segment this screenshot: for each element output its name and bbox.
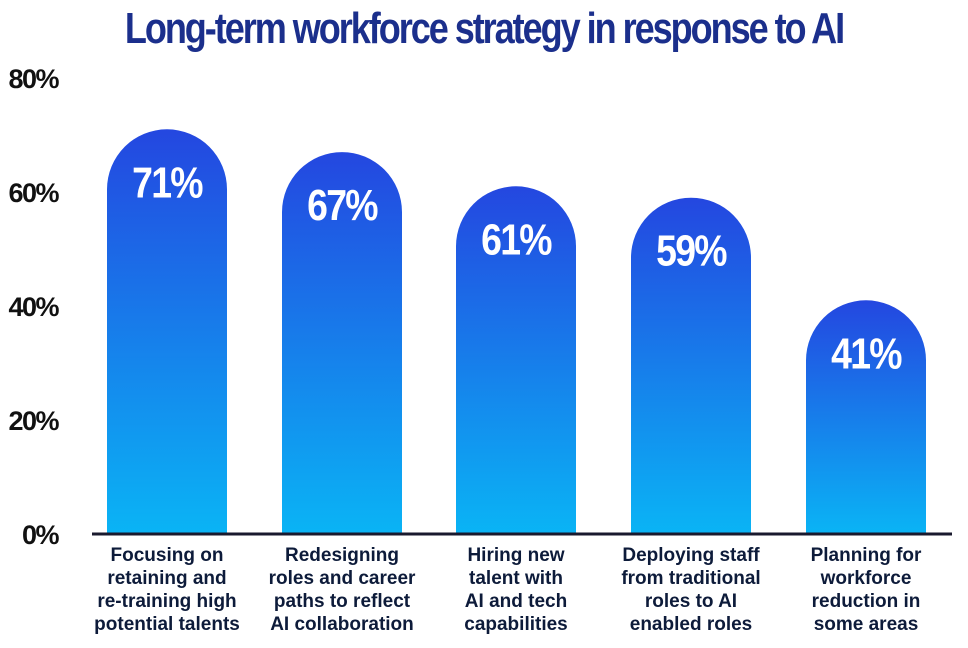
- x-category-label-line: capabilities: [464, 614, 568, 635]
- y-tick-label: 0%: [22, 520, 60, 550]
- bars: [107, 129, 926, 535]
- x-category-label-line: retaining and: [107, 568, 227, 589]
- x-category-label: Redesigning roles and career paths to refl…: [257, 544, 427, 636]
- x-category-label: Planning for workforce reduction in some ar…: [781, 544, 951, 636]
- bar-value-label: 59%: [656, 226, 727, 276]
- chart-title: Long-term workforce strategy in response…: [124, 4, 845, 53]
- bar: [631, 197, 751, 535]
- x-category-label-line: paths to reflect: [273, 591, 411, 612]
- x-category-label-line: enabled roles: [629, 614, 753, 635]
- x-category-label: Focusing on retaining and re-training high…: [82, 544, 252, 636]
- bar-value-label: 41%: [831, 328, 902, 378]
- bar-value-label: 61%: [481, 214, 552, 264]
- bar-value-label: 71%: [132, 157, 203, 207]
- x-category-label-line: talent with: [469, 568, 563, 589]
- bar-value-label: 67%: [307, 180, 378, 230]
- x-category-label-line: Redesigning: [284, 545, 399, 566]
- bar: [806, 300, 926, 534]
- x-category-label: Hiring new talent with AI and tech capabili…: [431, 544, 601, 636]
- x-category-label-line: AI collaboration: [270, 614, 414, 635]
- x-category-label-line: Planning for: [810, 545, 922, 566]
- x-category-label-line: some areas: [813, 614, 919, 635]
- x-category-label-line: from traditional: [621, 568, 761, 589]
- y-tick-label: 60%: [8, 178, 59, 208]
- x-category-label-line: roles to AI: [644, 591, 738, 612]
- y-tick-label: 80%: [8, 64, 59, 94]
- x-category-label-line: Hiring new: [467, 545, 565, 566]
- y-axis-ticks: 0% 20% 40% 60% 80%: [8, 64, 61, 550]
- x-category-label-line: AI and tech: [464, 591, 568, 612]
- bar: [107, 129, 227, 534]
- x-category-label-line: roles and career: [268, 568, 416, 589]
- x-category-label-line: re-training high: [97, 591, 237, 612]
- y-tick-label: 20%: [8, 406, 59, 436]
- x-category-label-line: workforce: [820, 568, 912, 589]
- x-category-label-line: Focusing on: [110, 545, 224, 566]
- bar: [282, 152, 402, 534]
- x-category-label: Deploying staff from traditional roles to …: [606, 544, 776, 636]
- x-category-label-line: potential talents: [94, 614, 240, 635]
- y-tick-label: 40%: [8, 292, 59, 322]
- data-labels: 71% 67% 61% 59% 41%: [132, 157, 904, 378]
- x-category-label-line: reduction in: [811, 591, 921, 612]
- x-category-label-line: Deploying staff: [622, 545, 760, 566]
- bar: [456, 186, 576, 534]
